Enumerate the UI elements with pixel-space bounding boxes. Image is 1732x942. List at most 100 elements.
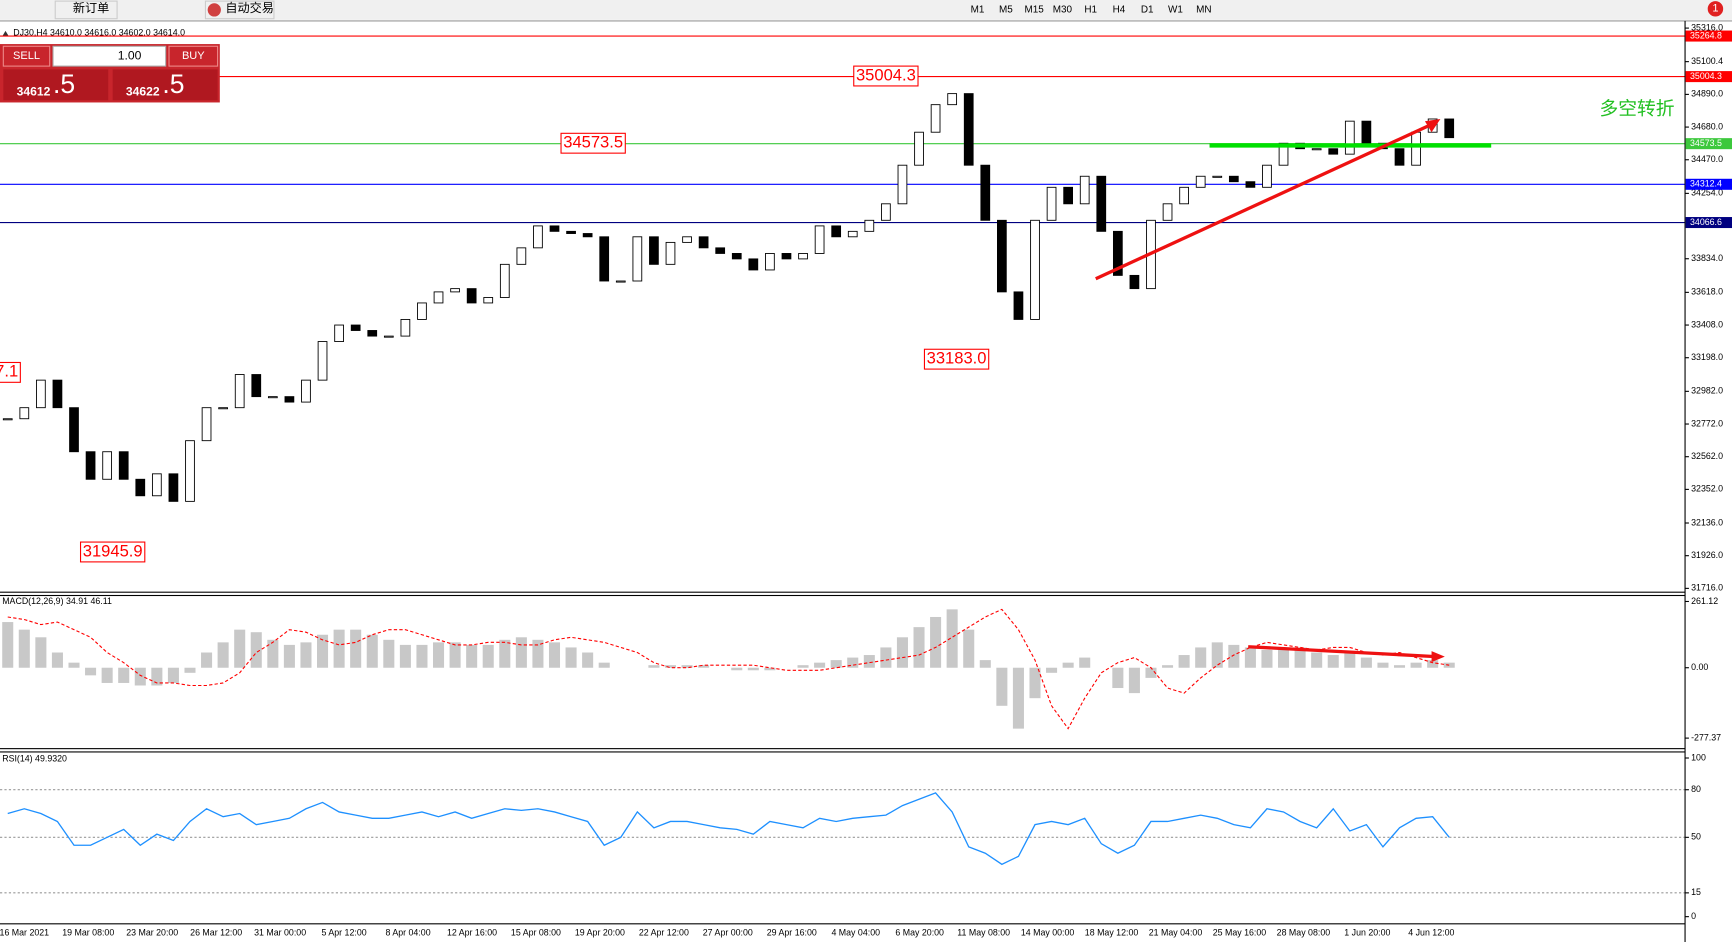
candle [1063,186,1074,205]
candle [499,263,510,298]
bid-main[interactable]: 34612 [17,85,51,99]
y-tick-label: 32562.0 [1691,451,1723,461]
x-tick-label: 15 Apr 08:00 [511,928,561,938]
lots-value[interactable]: 1.00 [118,48,142,62]
new-order-button[interactable] [54,0,118,20]
timeframe-button[interactable]: H4 [1113,5,1126,16]
macd-bar [1427,660,1439,668]
y-tick-label: 35316.0 [1691,22,1723,32]
auto-trading-button[interactable] [204,0,275,20]
x-tick-label: 5 Apr 12:00 [322,928,367,938]
macd-label: MACD(12,26,9) 34.91 46.11 [2,596,112,606]
candle [781,253,792,260]
ask-box[interactable] [112,69,218,101]
timeframe-button[interactable]: D1 [1141,5,1154,16]
candle [997,219,1007,293]
candle [417,302,427,320]
notification-badge[interactable] [1707,1,1724,17]
macd-bar [333,629,345,668]
macd-bar [1046,667,1058,673]
macd-bar [101,667,113,683]
price-tag-label: 34573.5 [1690,138,1722,148]
macd-bar [433,642,445,668]
y-tick-label: 31716.0 [1691,583,1723,593]
macd-bar [1377,662,1389,668]
timeframe-button[interactable]: M15 [1024,5,1044,16]
candle [36,379,46,409]
y-tick-label: 32136.0 [1691,517,1723,527]
macd-bar [1327,655,1339,668]
candle [1162,203,1173,221]
y-tick-label: 31926.0 [1691,550,1723,560]
price-axis-border [1684,20,1686,942]
macd-bar [1029,667,1041,699]
macd-bar [1360,657,1372,668]
candle [433,291,444,304]
x-tick-label: 22 Apr 12:00 [639,928,689,938]
candle [267,396,278,399]
timeframe-button[interactable]: W1 [1168,5,1183,16]
macd-bar [747,667,759,671]
timeframe-button[interactable]: M30 [1053,5,1073,16]
ask-frac[interactable]: .5 [162,69,184,99]
timeframe-button[interactable]: M1 [971,5,985,16]
y-tick-label: 0.00 [1691,662,1708,672]
price-tag-label: 35264.8 [1690,30,1722,40]
macd-bar [35,637,47,668]
candle [1411,131,1421,166]
macd-bar [1079,657,1091,668]
x-tick-label: 18 May 12:00 [1085,928,1139,938]
candle [980,164,991,221]
macd-bar [234,629,246,668]
candle [383,335,394,338]
auto-trading-label[interactable]: 自动交易 [225,0,274,15]
macd-bar [1228,644,1240,668]
candle [698,236,709,249]
candle [168,473,179,502]
ask-main[interactable]: 34622 [126,85,160,99]
annotation-box [0,361,21,383]
note: 多空转折 [1599,98,1674,119]
new-order-label[interactable]: 新订单 [73,0,109,15]
candle [615,280,626,283]
y-tick-label: 32352.0 [1691,484,1723,494]
y-tick-label: 33618.0 [1691,287,1723,297]
candle [1096,175,1107,232]
candle [118,451,129,480]
x-tick-label: 29 Apr 16:00 [767,928,817,938]
buy-label[interactable]: BUY [182,50,205,62]
lots-input[interactable] [52,45,167,67]
macd-bar [1112,667,1124,689]
timeframe-button[interactable]: H1 [1084,5,1097,16]
sell-button[interactable] [2,45,51,67]
macd-bar [731,667,743,671]
candle [2,418,13,421]
x-tick-label: 12 Apr 16:00 [447,928,497,938]
timeframe-button[interactable]: MN [1196,5,1211,16]
candle [1344,120,1355,155]
price-tag [1685,30,1732,42]
y-tick-label: 33198.0 [1691,352,1723,362]
y-tick-label: 34254.0 [1691,188,1723,198]
macd-bar [946,609,958,668]
macd-bar [1211,642,1223,668]
sell-label[interactable]: SELL [13,50,40,62]
candle [151,473,162,497]
candle [582,233,593,238]
annotation-box [79,541,146,563]
bid-box[interactable] [3,69,109,101]
y-tick-label: 34470.0 [1691,154,1723,164]
macd-trend-line [1248,645,1437,659]
buy-button[interactable] [168,45,219,67]
macd-bar [913,627,925,668]
price-annotation: 34573.5 [563,133,623,152]
macd-bar [134,667,146,686]
macd-bar [814,662,826,668]
arrow-head [1424,118,1441,133]
macd-bar [399,644,411,668]
bid-frac[interactable]: .5 [53,69,75,99]
x-tick-label: 27 Apr 00:00 [703,928,753,938]
toolbar [0,0,1732,20]
timeframe-button[interactable]: M5 [999,5,1013,16]
